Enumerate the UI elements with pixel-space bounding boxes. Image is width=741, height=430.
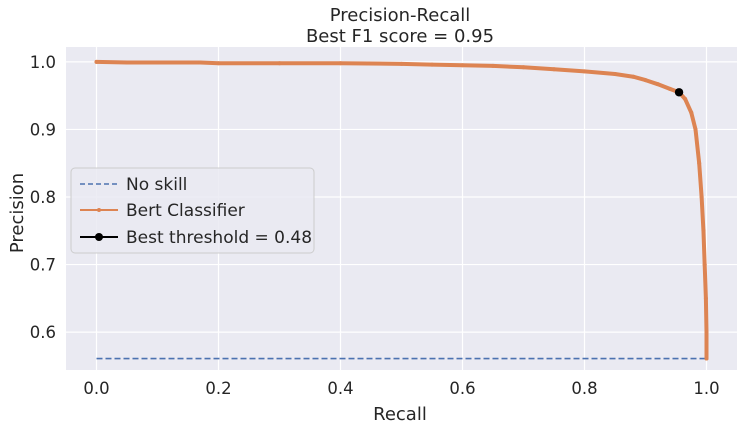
bert-classifier-point	[683, 97, 688, 102]
x-tick-label: 0.8	[571, 379, 597, 398]
bert-classifier-point	[430, 62, 434, 67]
bert-classifier-point	[186, 60, 190, 65]
bert-classifier-point	[155, 60, 160, 65]
bert-classifier-point	[613, 72, 617, 77]
y-axis-label: Precision	[7, 173, 28, 253]
bert-classifier-point	[631, 74, 636, 79]
best-threshold-point	[674, 88, 684, 97]
bert-classifier-point	[704, 330, 709, 335]
bert-classifier-point	[655, 82, 660, 87]
x-tick-label: 0.0	[83, 379, 109, 398]
y-tick-label: 1.0	[30, 53, 56, 72]
x-tick-label: 1.0	[693, 379, 719, 398]
x-tick-label: 0.2	[205, 379, 231, 398]
bert-classifier-point	[94, 59, 99, 64]
bert-classifier-point	[702, 262, 707, 267]
chart-subtitle: Best F1 score = 0.95	[306, 26, 494, 47]
series-layer	[94, 59, 709, 361]
bert-classifier-point	[460, 63, 465, 68]
bert-classifier-point	[198, 60, 203, 65]
bert-classifier-point	[703, 296, 708, 301]
bert-classifier-point	[582, 69, 587, 74]
bert-classifier-point	[693, 127, 698, 132]
bert-classifier-point	[552, 67, 556, 72]
bert-classifier-point	[491, 63, 495, 68]
bert-classifier-point	[216, 61, 221, 66]
bert-classifier-point	[125, 60, 129, 65]
legend-no-skill-label: No skill	[126, 175, 187, 195]
y-tick-label: 0.7	[30, 256, 56, 275]
bert-classifier-point	[689, 110, 694, 115]
chart-title: Precision-Recall	[330, 5, 471, 26]
legend-best-threshold-marker	[95, 233, 103, 241]
legend-bert-marker	[97, 208, 101, 212]
bert-classifier-point	[699, 195, 704, 200]
bert-classifier-point	[521, 65, 526, 70]
bert-classifier-point	[277, 61, 282, 66]
bert-classifier-point	[667, 86, 672, 91]
bert-classifier-point	[704, 356, 709, 361]
bert-classifier-point	[697, 161, 702, 166]
legend: No skill Bert Classifier Best threshold …	[70, 167, 315, 254]
x-tick-label: 0.6	[449, 379, 475, 398]
bert-classifier-point	[701, 228, 706, 233]
x-axis-label: Recall	[373, 404, 427, 425]
x-tick-label: 0.4	[327, 379, 353, 398]
bert-classifier-point	[643, 78, 648, 83]
legend-best-threshold-label: Best threshold = 0.48	[126, 228, 312, 248]
y-tick-label: 0.8	[30, 188, 56, 207]
y-axis-ticks: 0.6 0.7 0.8 0.9 1.0	[30, 53, 56, 342]
bert-classifier-point	[338, 61, 343, 66]
legend-bert-label: Bert Classifier	[126, 201, 245, 221]
bert-classifier-point	[399, 61, 404, 66]
y-tick-label: 0.9	[30, 120, 56, 139]
y-tick-label: 0.6	[30, 323, 56, 342]
legend-box	[70, 167, 315, 254]
x-axis-ticks: 0.0 0.2 0.4 0.6 0.8 1.0	[83, 379, 719, 398]
